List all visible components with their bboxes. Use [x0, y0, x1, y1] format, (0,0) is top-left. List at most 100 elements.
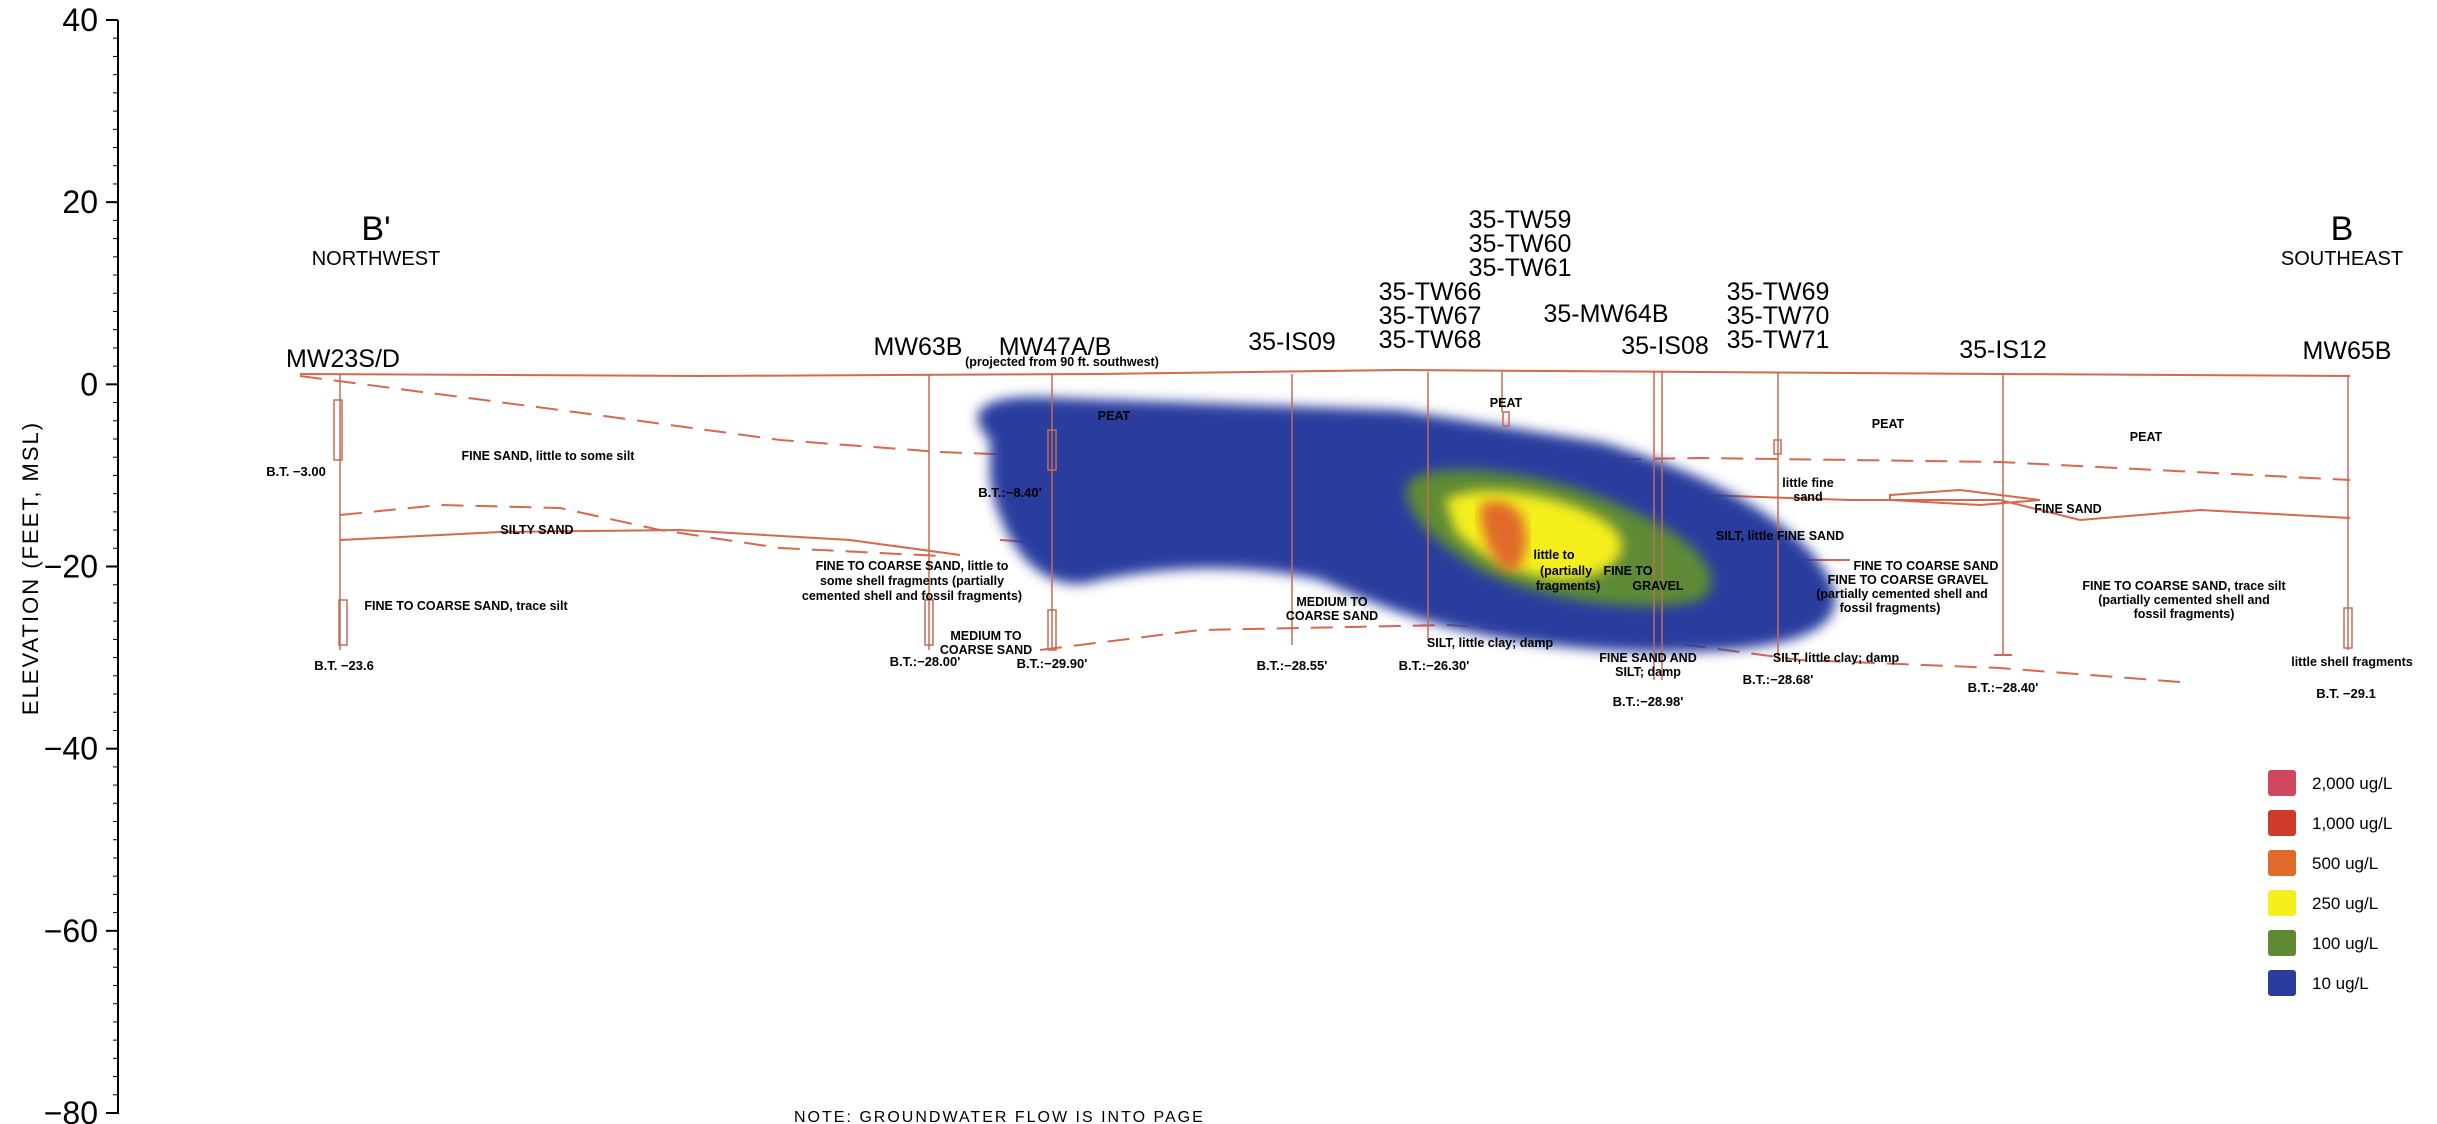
legend-swatch: [2268, 930, 2296, 956]
litho-medium-to-mw63: MEDIUM TO: [950, 629, 1022, 643]
bt-is09: B.T.:−28.55': [1257, 658, 1328, 673]
litho-mw63-desc-3: cemented shell and fossil fragments): [802, 589, 1022, 603]
y-tick-label: 20: [62, 184, 98, 220]
well-screen-tw61: [1502, 411, 1510, 427]
contact-silty-sand-bottom: [339, 528, 961, 556]
litho-little-shell: little shell fragments: [2291, 655, 2413, 669]
ground-surface-line: [299, 368, 2351, 378]
well-label-tw59: 35-TW59: [1469, 206, 1572, 234]
litho-sand: sand: [1793, 490, 1822, 504]
well-label-is08: 35-IS08: [1621, 332, 1709, 360]
legend-swatch: [2268, 970, 2296, 996]
well-label-tw68: 35-TW68: [1379, 326, 1482, 354]
litho-peat-right-1: PEAT: [1872, 417, 1905, 431]
bt-tw68: B.T.:−26.30': [1399, 658, 1470, 673]
litho-coarse-sand-is09: COARSE SAND: [1286, 609, 1378, 623]
y-tick-label: 0: [80, 366, 98, 402]
y-axis: 40 20 0 −20 −40 −60 −80 ELEVATION (FEET, MSL): [18, 2, 119, 1124]
litho-silt-clay-damp-tw71: SILT, little clay; damp: [1773, 651, 1900, 665]
contact-fine-sand-lens: [1889, 488, 2041, 507]
y-tick-label: −40: [44, 731, 98, 767]
legend-label: 2,000 ug/L: [2312, 774, 2392, 793]
contact-fine-sand-top: [299, 375, 941, 453]
litho-peat-left: PEAT: [1098, 409, 1131, 423]
section-end-right-letter: B: [2331, 210, 2354, 248]
well-label-tw67: 35-TW67: [1379, 302, 1482, 330]
y-tick-label: −20: [44, 549, 98, 585]
contact-silty-sand-top: [339, 503, 941, 557]
well-label-tw66: 35-TW66: [1379, 278, 1482, 306]
litho-plume-gravel: GRAVEL: [1632, 579, 1684, 593]
well-label-mw64b: 35-MW64B: [1543, 300, 1668, 328]
litho-cemented-shell: (partially cemented shell and: [1816, 587, 1988, 601]
contact-lower: [1039, 623, 2181, 683]
well-label-mw63b: MW63B: [874, 333, 963, 361]
well-label-mw47ab: MW47A/B: [999, 333, 1112, 361]
y-tick-label: −80: [44, 1095, 98, 1124]
well-columns: [333, 372, 2353, 680]
well-screen-tw71: [1773, 439, 1782, 455]
litho-plume-fine-to: FINE TO: [1603, 564, 1652, 578]
legend-label: 1,000 ug/L: [2312, 814, 2392, 833]
litho-mw63-desc-1: FINE TO COARSE SAND, little to: [816, 559, 1009, 573]
y-axis-label: ELEVATION (FEET, MSL): [18, 421, 43, 715]
legend-label: 10 ug/L: [2312, 974, 2369, 993]
litho-fine-sand-is12: FINE SAND: [2034, 502, 2101, 516]
plume-10-ugL: [977, 396, 1836, 653]
lithology-labels: FINE SAND, little to some silt SILTY SAN…: [364, 396, 2412, 679]
well-label-mw23sd: MW23S/D: [286, 345, 400, 373]
well-label-tw70: 35-TW70: [1727, 302, 1830, 330]
litho-right-desc-3: fossil fragments): [2134, 607, 2235, 621]
well-label-mw47ab-note: (projected from 90 ft. southwest): [965, 355, 1159, 369]
litho-coarse-sand-mw63: COARSE SAND: [940, 643, 1032, 657]
bt-mw65b: B.T. −29.1: [2316, 686, 2376, 701]
legend-label: 100 ug/L: [2312, 934, 2378, 953]
well-screen-mw47ab-shallow: [1047, 429, 1057, 471]
litho-plume-little-to: little to: [1534, 548, 1575, 562]
well-screen-mw63b: [924, 599, 934, 646]
well-screen-mw47ab-deep: [1047, 609, 1057, 651]
plume-500-ugL: [1480, 501, 1527, 571]
litho-peat-tw61: PEAT: [1490, 396, 1523, 410]
litho-fine-coarse-sand-tw71: FINE TO COARSE SAND: [1854, 559, 1999, 573]
groundwater-note: NOTE: GROUNDWATER FLOW IS INTO PAGE: [794, 1109, 1205, 1124]
well-label-is12: 35-IS12: [1959, 336, 2047, 364]
litho-silt-fine-sand: SILT, little FINE SAND: [1716, 529, 1844, 543]
well-label-mw65b: MW65B: [2303, 337, 2392, 365]
legend-swatch: [2268, 890, 2296, 916]
bt-is12: B.T.:−28.40': [1968, 680, 2039, 695]
litho-fossil-fragments: fossil fragments): [1840, 601, 1941, 615]
well-labels: MW23S/D MW63B MW47A/B (projected from 90…: [286, 206, 2391, 373]
well-label-is09: 35-IS09: [1248, 328, 1336, 356]
y-axis-major-ticks: 40 20 0 −20 −40 −60 −80: [44, 2, 118, 1124]
legend-label: 500 ug/L: [2312, 854, 2378, 873]
y-tick-label: −60: [44, 913, 98, 949]
bt-mw23sd-deep: B.T. −23.6: [314, 658, 374, 673]
section-end-left-direction: NORTHWEST: [312, 248, 441, 270]
litho-little-fine: little fine: [1782, 476, 1833, 490]
litho-silt-damp: SILT; damp: [1615, 665, 1681, 679]
well-screen-mw65b: [2343, 607, 2353, 649]
bt-mw63b: B.T.:−28.00': [890, 654, 961, 669]
litho-right-desc-2: (partially cemented shell and: [2098, 593, 2270, 607]
well-label-tw60: 35-TW60: [1469, 230, 1572, 258]
litho-silt-clay-damp-tw68: SILT, little clay; damp: [1427, 636, 1554, 650]
bt-mw23sd-shallow: B.T. −3.00: [266, 464, 326, 479]
concentration-legend: 2,000 ug/L 1,000 ug/L 500 ug/L 250 ug/L 100 …: [2268, 770, 2392, 996]
legend-swatch: [2268, 810, 2296, 836]
well-label-tw69: 35-TW69: [1727, 278, 1830, 306]
litho-mw63-desc-2: some shell fragments (partially: [820, 574, 1004, 588]
bt-mw47ab-shallow: B.T.:−8.40': [978, 485, 1041, 500]
section-end-left-letter: B': [361, 210, 390, 248]
boring-total-labels: B.T. −3.00 B.T. −23.6 B.T.:−28.00' B.T.:…: [266, 464, 2376, 709]
y-tick-label: 40: [62, 2, 98, 38]
litho-plume-partially: (partially: [1540, 564, 1592, 578]
litho-fine-sand-and: FINE SAND AND: [1599, 651, 1696, 665]
legend-label: 250 ug/L: [2312, 894, 2378, 913]
litho-peat-right-2: PEAT: [2130, 430, 2163, 444]
well-label-tw71: 35-TW71: [1727, 326, 1830, 354]
legend-swatch: [2268, 770, 2296, 796]
well-screen-mw23sd-deep: [338, 599, 348, 646]
bt-mw47ab-deep: B.T.:−29.90': [1017, 656, 1088, 671]
